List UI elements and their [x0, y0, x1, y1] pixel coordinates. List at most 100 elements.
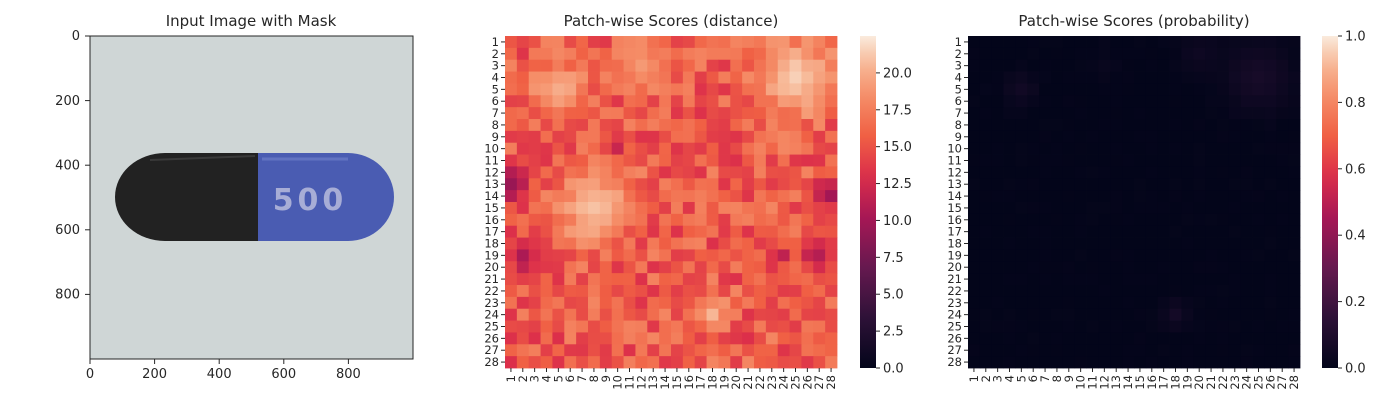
- heatmap-cell: [1157, 71, 1170, 84]
- heatmap-cell: [730, 285, 743, 298]
- heatmap-cell: [968, 166, 981, 179]
- heatmap-cell: [1015, 178, 1028, 191]
- row-label: 7: [955, 106, 962, 120]
- heatmap-cell: [659, 71, 672, 84]
- heatmap-cell: [789, 332, 802, 345]
- heatmap-cell: [1264, 166, 1277, 179]
- heatmap-cell: [1062, 296, 1076, 310]
- heatmap-cell: [1110, 320, 1123, 333]
- heatmap-cell: [1098, 47, 1111, 61]
- heatmap-cell: [1003, 332, 1016, 345]
- heatmap-cell: [1027, 119, 1040, 132]
- heatmap-cell: [1264, 308, 1277, 321]
- heatmap-cell: [1240, 107, 1253, 120]
- heatmap-cell: [694, 166, 707, 179]
- heatmap-cell: [659, 273, 672, 286]
- heatmap-cell: [671, 36, 684, 49]
- capsule-cap: [115, 153, 258, 241]
- heatmap-cell: [979, 237, 993, 250]
- heatmap-cell: [611, 71, 624, 84]
- heatmap-cell: [991, 356, 1004, 369]
- heatmap-cell: [552, 237, 565, 250]
- heatmap-cell: [706, 119, 719, 132]
- col-label: 19: [1180, 375, 1194, 390]
- heatmap-cell: [599, 320, 613, 333]
- heatmap-cell: [1003, 249, 1016, 262]
- x-tick-label: 200: [142, 367, 167, 382]
- heatmap-cell: [1217, 296, 1230, 310]
- heatmap-cell: [1252, 95, 1265, 108]
- heatmap-cell: [635, 261, 648, 274]
- heatmap-cell: [694, 320, 707, 333]
- heatmap-cell: [1062, 36, 1076, 49]
- heatmap-cell: [1169, 332, 1182, 345]
- heatmap-cell: [718, 308, 731, 321]
- heatmap-cell: [1157, 285, 1170, 298]
- heatmap-cell: [991, 154, 1004, 167]
- heatmap-cell: [1276, 166, 1289, 179]
- heatmap-cell: [528, 213, 541, 227]
- heatmap-cell: [1205, 119, 1218, 132]
- heatmap-cell: [1062, 332, 1076, 345]
- heatmap-cell: [742, 273, 755, 286]
- heatmap-cell: [635, 202, 648, 215]
- heatmap-cell: [659, 107, 672, 120]
- heatmap-cell: [1157, 107, 1170, 120]
- heatmap-cell: [1074, 213, 1087, 227]
- heatmap-cell: [671, 154, 684, 167]
- heatmap-cell: [991, 285, 1004, 298]
- heatmap-cell: [718, 296, 731, 310]
- heatmap-cell: [1145, 225, 1159, 238]
- heatmap-cell: [540, 71, 553, 84]
- heatmap-cell: [1228, 202, 1242, 215]
- heatmap-cell: [647, 225, 660, 238]
- heatmap-cell: [1252, 273, 1265, 286]
- heatmap-cell: [1062, 356, 1076, 369]
- heatmap-cell: [1217, 83, 1230, 96]
- row-label: 8: [492, 118, 499, 132]
- heatmap-cell: [979, 154, 993, 167]
- heatmap-cell: [694, 285, 707, 298]
- heatmap-cell: [789, 356, 802, 369]
- heatmap-cell: [1051, 237, 1064, 250]
- col-label: 4: [1003, 375, 1017, 382]
- heatmap-cell: [801, 142, 814, 155]
- heatmap-cell: [1252, 71, 1265, 84]
- heatmap-cell: [968, 225, 981, 238]
- heatmap-cell: [1205, 225, 1218, 238]
- heatmap-cell: [1276, 249, 1289, 262]
- row-label: 19: [484, 248, 499, 262]
- heatmap-cell: [1122, 166, 1135, 179]
- heatmap-cell: [968, 273, 981, 286]
- heatmap-cell: [1276, 190, 1289, 203]
- heatmap-cell: [576, 178, 589, 191]
- colorbar-tick-label: 7.5: [883, 251, 904, 266]
- heatmap-cell: [765, 225, 779, 238]
- heatmap-cell: [576, 237, 589, 250]
- heatmap-cell: [505, 166, 518, 179]
- col-label: 9: [599, 375, 613, 382]
- heatmap-cell: [588, 308, 601, 321]
- heatmap-cell: [1098, 296, 1111, 310]
- heatmap-cell: [1062, 190, 1076, 203]
- heatmap-cell: [659, 83, 672, 96]
- heatmap-cell: [1205, 285, 1218, 298]
- heatmap-cell: [1098, 202, 1111, 215]
- heatmap-cell: [647, 344, 660, 357]
- heatmap-cell: [1288, 296, 1301, 310]
- heatmap-cell: [789, 344, 802, 357]
- heatmap-cell: [789, 285, 802, 298]
- heatmap-cell: [540, 249, 553, 262]
- colorbar-tick-label: 0.6: [1345, 162, 1366, 177]
- heatmap-cell: [1228, 119, 1242, 132]
- heatmap-cell: [1252, 83, 1265, 96]
- row-label: 8: [955, 118, 962, 132]
- heatmap-cell: [1205, 296, 1218, 310]
- row-label: 19: [947, 248, 962, 262]
- heatmap-cell: [789, 261, 802, 274]
- heatmap-cell: [801, 213, 814, 227]
- col-label: 10: [611, 375, 625, 390]
- heatmap-cell: [1193, 71, 1206, 84]
- row-label: 11: [484, 154, 499, 168]
- heatmap-cell: [789, 213, 802, 227]
